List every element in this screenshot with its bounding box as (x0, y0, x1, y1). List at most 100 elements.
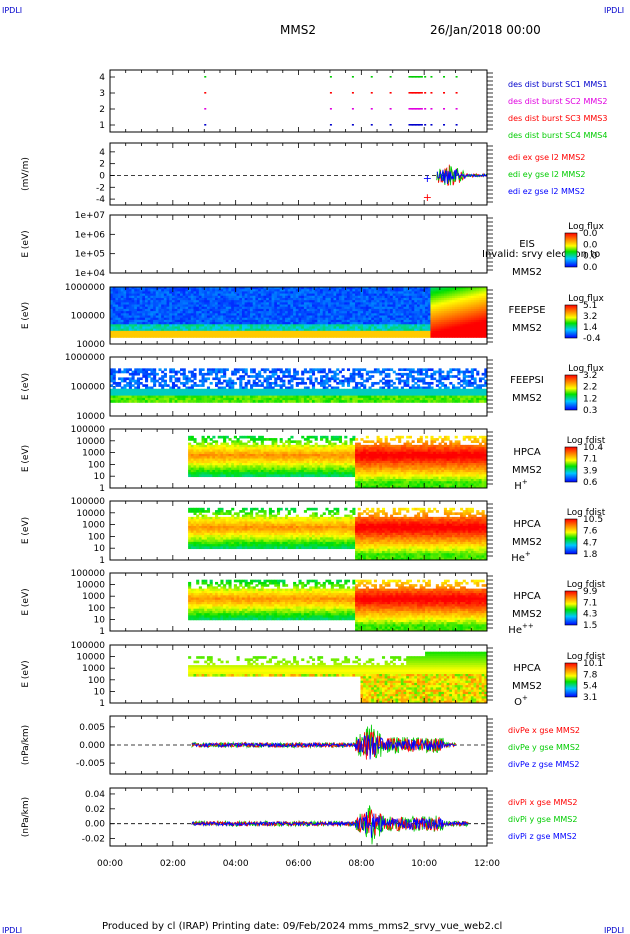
feepse-cell (263, 317, 267, 321)
feepse-cell (231, 335, 235, 338)
feepse-cell (406, 313, 410, 316)
feepse-cell (295, 333, 299, 336)
feepsi-cell (215, 370, 219, 374)
feepse-cell (400, 304, 404, 308)
feepse-cell (274, 333, 278, 336)
feepse-cell (298, 333, 302, 336)
feepse-cell (239, 287, 243, 290)
feepse-cell (112, 315, 116, 319)
feepsi-cell (341, 395, 345, 399)
feepse-cell (193, 293, 197, 297)
feepsi-cell (400, 391, 404, 394)
feepse-cell (381, 317, 386, 321)
feepse-cell (443, 289, 447, 292)
feepse-cell (446, 315, 450, 319)
feepse-cell (206, 322, 211, 325)
feepse-cell (223, 289, 227, 292)
feepse-cell (279, 330, 283, 334)
feepse-cell (271, 297, 275, 301)
feepse-cell (209, 300, 213, 303)
feepse-cell (123, 319, 127, 323)
feepse-cell (379, 330, 383, 334)
feepse-cell (298, 322, 302, 325)
feepsi-cell (357, 375, 361, 378)
feepse-cell (373, 330, 377, 334)
feepse-cell (433, 311, 437, 314)
feepse-cell (255, 304, 259, 308)
feepse-cell (419, 311, 423, 314)
feepse-cell (422, 308, 426, 312)
feepse-cell (169, 311, 173, 314)
feepse-cell (142, 295, 146, 299)
feepse-cell (381, 313, 386, 316)
feepse-cell (470, 287, 474, 290)
feepse-cell (438, 300, 442, 303)
feepsi-cell (403, 368, 407, 372)
feepse-cell (306, 297, 310, 301)
feepse-cell (198, 291, 202, 294)
feepse-cell (322, 304, 326, 308)
feepse-cell (460, 291, 464, 294)
feepse-cell (314, 308, 318, 312)
feepse-cell (287, 297, 291, 301)
feepsi-cell (349, 375, 353, 378)
feepse-cell (145, 317, 149, 321)
feepse-cell (252, 335, 256, 338)
feepse-cell (360, 300, 364, 303)
feepsi-cell (411, 388, 415, 392)
feepse-cell (285, 306, 289, 310)
feepse-cell (398, 302, 402, 305)
feepse-cell (403, 322, 407, 325)
feepse-cell (333, 289, 337, 292)
feepse-cell (163, 319, 167, 323)
feepse-cell (263, 289, 267, 292)
feepse-cell (330, 328, 334, 332)
feepse-cell (422, 295, 426, 299)
feepsi-cell (145, 375, 149, 378)
feepse-cell (357, 324, 361, 327)
feepse-cell (357, 302, 361, 305)
feepse-cell (268, 319, 272, 323)
feepse-cell (158, 330, 162, 334)
feepsi-cell (145, 386, 149, 390)
feepsi-cell (287, 393, 291, 396)
feepsi-cell (430, 393, 434, 396)
feepse-cell (228, 324, 232, 327)
feepse-cell (451, 306, 456, 310)
feepse-cell (244, 335, 248, 338)
feepse-cell (433, 317, 437, 321)
feepsi-cell (136, 372, 141, 376)
feepse-cell (147, 322, 151, 325)
feepsi-cell (271, 370, 275, 374)
feepsi-cell (150, 386, 154, 390)
feepse-cell (204, 291, 208, 294)
feepsi-cell (376, 393, 380, 396)
feepse-cell (131, 335, 135, 338)
feepse-cell (298, 295, 302, 299)
feepsi-cell (398, 393, 402, 396)
feepse-cell (303, 326, 307, 330)
feepse-cell (136, 291, 141, 294)
feepsi-cell (134, 397, 138, 401)
feepsi-cell (266, 384, 270, 387)
feepsi-cell (163, 375, 167, 378)
feepse-cell (215, 287, 219, 290)
feepse-cell (295, 311, 299, 314)
feepse-cell (371, 291, 375, 294)
feepse-cell (390, 324, 394, 327)
feepse-cell (258, 328, 262, 332)
feepsi-cell (333, 386, 337, 390)
feepse-cell (250, 324, 254, 327)
feepse-cell (131, 324, 135, 327)
feepse-cell (376, 333, 380, 336)
feepsi-cell (260, 375, 264, 378)
feepse-cell (118, 287, 122, 290)
feepse-cell (325, 304, 329, 308)
feepse-cell (250, 326, 254, 330)
feepsi-cell (244, 372, 248, 376)
feepse-cell (438, 297, 442, 301)
feepse-cell (223, 306, 227, 310)
feepse-cell (128, 319, 132, 323)
